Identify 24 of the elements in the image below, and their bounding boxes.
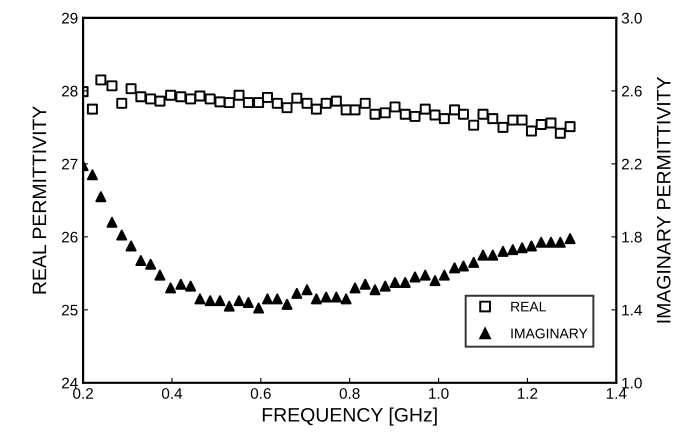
x-tick-label: 1.4	[606, 388, 626, 399]
y2-axis-title: IMAGINARY PERMITTIVITY	[656, 76, 671, 322]
x-tick-label: 1.2	[518, 388, 538, 399]
x-tick-label: 0.6	[250, 388, 271, 399]
y-tick-label: 28	[62, 86, 78, 97]
x-axis-title: FREQUENCY [GHz]	[262, 407, 437, 426]
x-tick-label: 0.8	[340, 388, 360, 399]
y2-tick-label: 3.0	[622, 12, 642, 24]
x-tick-label: 0.2	[73, 388, 93, 399]
y-tick-label: 25	[62, 304, 78, 316]
y-tick-label: 27	[62, 158, 78, 170]
x-tick-label: 0.4	[162, 388, 182, 399]
y-axis-title: REAL PERMITTIVITY	[32, 106, 46, 294]
y2-tick-label: 1.8	[622, 232, 642, 243]
y-tick-label: 26	[62, 232, 78, 243]
legend-label: IMAGINARY	[511, 328, 588, 338]
y2-tick-label: 1.0	[622, 378, 642, 388]
y2-tick-label: 1.4	[622, 304, 642, 316]
y-tick-label: 24	[62, 378, 78, 388]
y2-tick-label: 2.6	[622, 86, 642, 97]
y-tick-label: 29	[62, 12, 78, 24]
x-tick-label: 1.0	[429, 388, 449, 399]
y2-tick-label: 2.2	[622, 158, 642, 170]
legend-label: REAL	[511, 302, 546, 312]
